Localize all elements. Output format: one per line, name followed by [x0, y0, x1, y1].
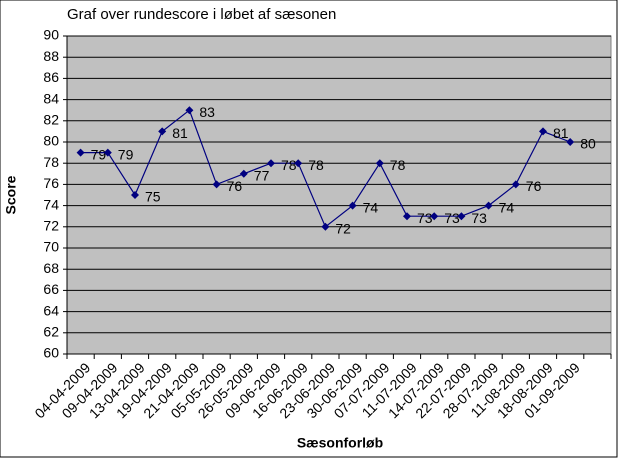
data-marker [131, 191, 139, 199]
data-label: 74 [499, 199, 515, 215]
data-marker [158, 127, 167, 136]
data-label: 76 [227, 178, 243, 194]
data-marker [375, 159, 384, 168]
data-label: 73 [417, 210, 433, 226]
data-marker [267, 159, 275, 168]
data-marker [430, 212, 439, 221]
y-tick-label: 74 [43, 196, 59, 212]
data-marker [539, 127, 547, 136]
data-label: 76 [526, 178, 542, 194]
y-tick-label: 86 [43, 69, 59, 85]
data-label: 81 [553, 125, 569, 141]
data-label: 75 [145, 189, 161, 205]
y-axis-label: Score [3, 175, 19, 214]
x-axis-label: Sæsonforløb [297, 435, 383, 451]
data-label: 80 [580, 136, 596, 152]
data-label: 72 [335, 221, 351, 237]
y-tick-label: 90 [43, 27, 59, 43]
chart-title: Graf over rundescore i løbet af sæsonen [67, 6, 336, 23]
y-tick-label: 80 [43, 133, 59, 149]
y-tick-label: 72 [43, 218, 59, 234]
data-label: 74 [363, 199, 379, 215]
y-tick-label: 62 [43, 324, 59, 340]
data-label: 78 [281, 157, 297, 173]
y-tick-label: 78 [43, 154, 59, 170]
y-tick-label: 60 [43, 345, 59, 361]
data-label: 73 [471, 210, 487, 226]
data-marker [103, 148, 112, 157]
data-label: 78 [308, 157, 324, 173]
y-tick-label: 84 [43, 90, 59, 106]
data-marker [321, 222, 330, 231]
data-marker [294, 159, 303, 168]
data-label: 79 [91, 146, 107, 162]
y-tick-label: 82 [43, 112, 59, 128]
data-label: 81 [172, 125, 188, 141]
y-tick-label: 64 [43, 302, 59, 318]
data-marker [76, 148, 85, 157]
data-marker [212, 180, 221, 189]
data-marker [348, 201, 357, 210]
y-tick-label: 88 [43, 48, 59, 64]
plot-area [66, 35, 612, 355]
data-label: 77 [254, 168, 270, 184]
data-marker [511, 180, 520, 189]
data-marker [403, 212, 411, 221]
data-marker [185, 106, 194, 115]
data-label: 78 [390, 157, 406, 173]
y-tick-label: 68 [43, 260, 59, 276]
data-label: 83 [199, 104, 215, 120]
y-tick-label: 76 [43, 175, 59, 191]
y-tick-label: 70 [43, 239, 59, 255]
data-label: 73 [444, 210, 460, 226]
y-tick-label: 66 [43, 281, 59, 297]
data-label: 79 [118, 146, 134, 162]
data-marker [239, 169, 248, 178]
data-marker [484, 201, 493, 210]
data-marker [566, 138, 575, 146]
data-marker [457, 212, 466, 221]
